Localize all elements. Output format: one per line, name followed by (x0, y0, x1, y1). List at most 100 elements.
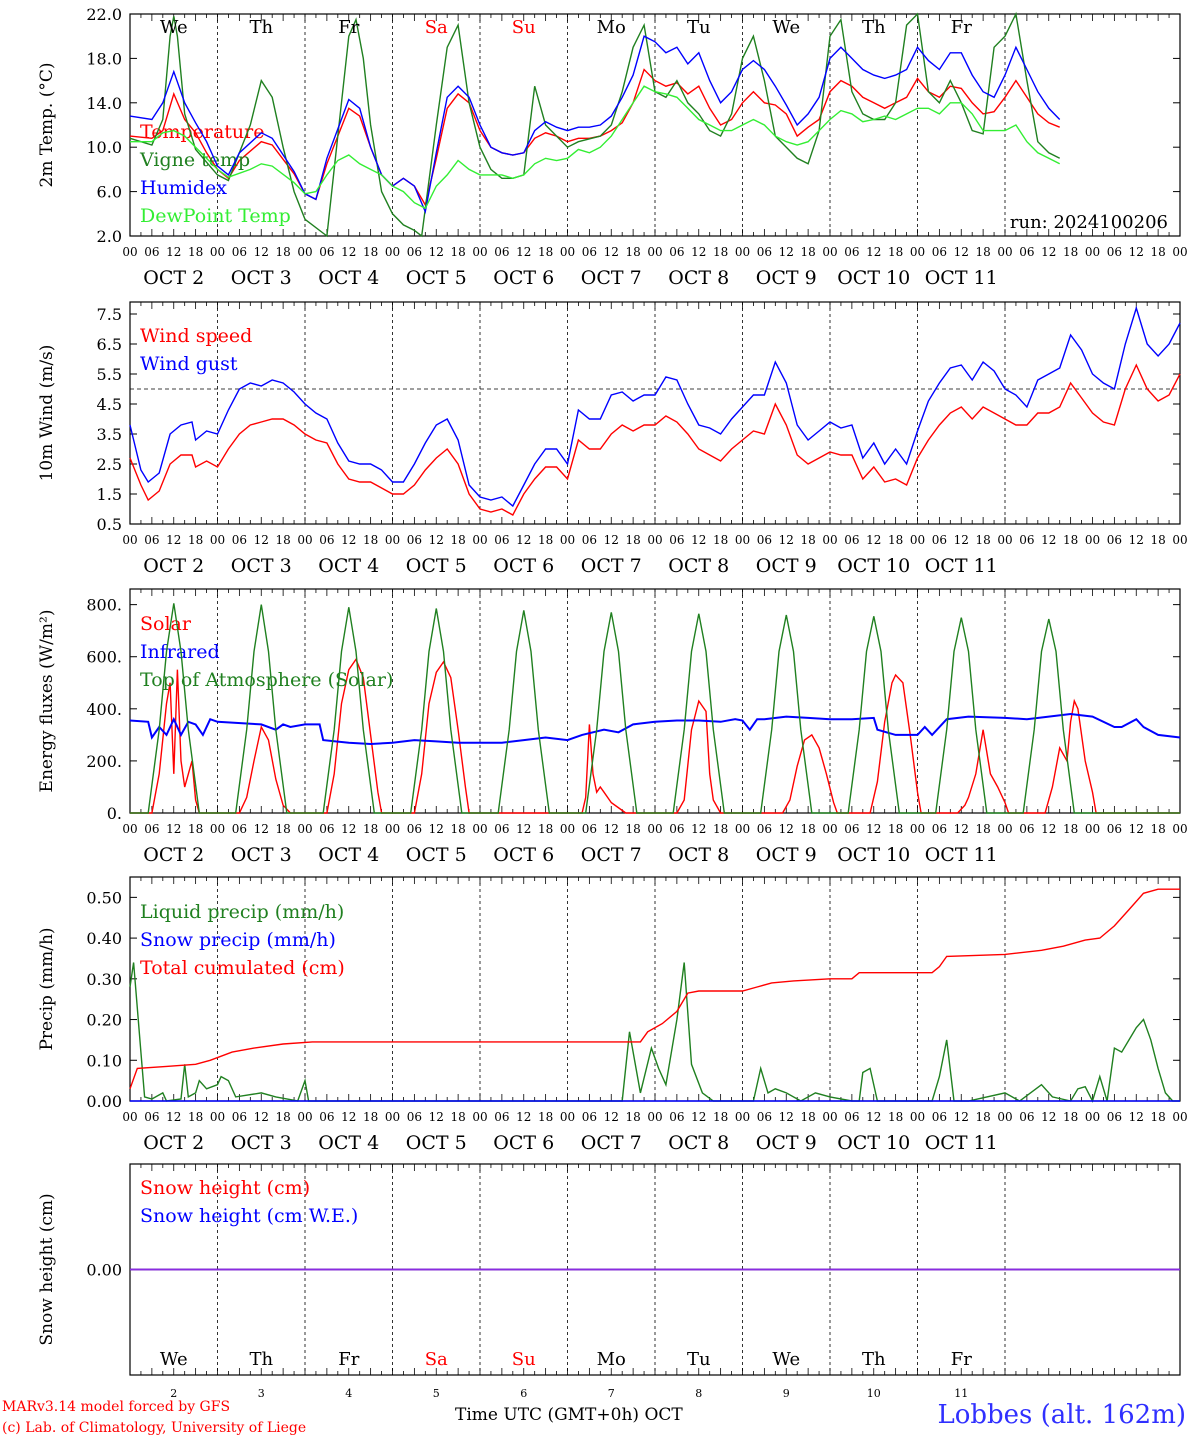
hour-label: 18 (625, 245, 640, 259)
hour-label: 06 (932, 822, 947, 836)
date-label: OCT 7 (581, 844, 642, 866)
hour-label: 06 (1107, 533, 1122, 547)
date-label: OCT 9 (756, 844, 817, 866)
hour-label: 12 (779, 822, 794, 836)
hour-label: 00 (910, 822, 925, 836)
y-tick-label: 0.00 (86, 1261, 122, 1280)
hour-label: 18 (713, 245, 728, 259)
y-tick-label: 0.20 (86, 1011, 122, 1030)
weekday-label: We (160, 1349, 188, 1370)
day-number: 9 (783, 1387, 790, 1400)
series-line-0 (130, 657, 1180, 814)
y-tick-label: 14.0 (86, 94, 122, 113)
hour-label: 12 (604, 245, 619, 259)
legend-entry: Humidex (140, 177, 227, 199)
hour-label: 18 (450, 533, 465, 547)
date-label: OCT 6 (493, 844, 554, 866)
hour-label: 06 (1019, 533, 1034, 547)
hour-label: 00 (472, 533, 487, 547)
hour-label: 00 (1172, 1110, 1187, 1124)
hour-label: 18 (625, 822, 640, 836)
hour-label: 00 (210, 1110, 225, 1124)
station-name: Lobbes (alt. 162m) (937, 1400, 1186, 1430)
date-label: OCT 6 (493, 1132, 554, 1154)
hour-label: 18 (1063, 245, 1078, 259)
hour-label: 12 (1041, 245, 1056, 259)
weekday-label: Fr (951, 1349, 972, 1370)
hour-label: 12 (516, 1110, 531, 1124)
hour-label: 06 (319, 533, 334, 547)
hour-label: 06 (669, 822, 684, 836)
hour-label: 00 (1085, 533, 1100, 547)
date-label: OCT 2 (143, 267, 204, 289)
series-line-1 (129, 305, 1181, 508)
hour-label: 12 (1129, 822, 1144, 836)
hour-label: 18 (713, 1110, 728, 1124)
hour-label: 00 (735, 822, 750, 836)
date-label: OCT 5 (406, 844, 467, 866)
day-number: 2 (170, 1387, 177, 1400)
hour-label: 12 (1129, 533, 1144, 547)
hour-label: 00 (647, 533, 662, 547)
date-label: OCT 3 (231, 555, 292, 577)
legend-entry: Total cumulated (cm) (140, 957, 345, 979)
hour-label: 00 (385, 822, 400, 836)
hour-label: 06 (757, 533, 772, 547)
hour-label: 00 (297, 822, 312, 836)
hour-label: 06 (757, 245, 772, 259)
date-label: OCT 2 (143, 555, 204, 577)
hour-label: 12 (954, 533, 969, 547)
hour-label: 06 (232, 1110, 247, 1124)
hour-label: 00 (385, 245, 400, 259)
panel-frame (129, 588, 1181, 814)
hour-label: 12 (604, 822, 619, 836)
hour-label: 00 (822, 822, 837, 836)
hour-label: 00 (997, 822, 1012, 836)
hour-label: 18 (625, 533, 640, 547)
hour-label: 00 (1085, 245, 1100, 259)
hour-label: 06 (582, 245, 597, 259)
hour-label: 06 (1107, 1110, 1122, 1124)
y-axis-label: 2m Temp. (°C) (37, 62, 57, 187)
hour-label: 06 (757, 1110, 772, 1124)
hour-label: 12 (604, 533, 619, 547)
hour-label: 18 (275, 533, 290, 547)
legend-entry: Temperature (140, 121, 264, 143)
hour-label: 06 (319, 1110, 334, 1124)
day-number: 7 (608, 1387, 615, 1400)
hour-label: 06 (582, 1110, 597, 1124)
weekday-label: Th (862, 17, 886, 38)
y-tick-label: 5.5 (97, 365, 122, 384)
hour-label: 18 (713, 533, 728, 547)
hour-label: 18 (1150, 822, 1165, 836)
hour-label: 06 (407, 1110, 422, 1124)
date-label: OCT 3 (231, 844, 292, 866)
hour-label: 00 (210, 533, 225, 547)
hour-label: 06 (407, 822, 422, 836)
hour-label: 12 (779, 533, 794, 547)
hour-label: 00 (735, 1110, 750, 1124)
run-annotation: run: 2024100206 (1010, 212, 1168, 233)
hour-label: 00 (560, 822, 575, 836)
hour-label: 06 (844, 245, 859, 259)
hour-label: 00 (910, 245, 925, 259)
hour-label: 00 (910, 1110, 925, 1124)
hour-label: 12 (429, 533, 444, 547)
date-label: OCT 2 (143, 844, 204, 866)
hour-label: 12 (866, 822, 881, 836)
hour-label: 18 (538, 1110, 553, 1124)
hour-label: 00 (560, 245, 575, 259)
hour-label: 12 (1041, 822, 1056, 836)
hour-label: 12 (691, 533, 706, 547)
weekday-label: Sa (425, 17, 448, 38)
y-tick-label: 22.0 (86, 5, 122, 24)
hour-label: 18 (188, 822, 203, 836)
weekday-label: Th (862, 1349, 886, 1370)
weekday-label: We (772, 1349, 800, 1370)
date-label: OCT 9 (756, 555, 817, 577)
hour-label: 18 (975, 1110, 990, 1124)
hour-label: 12 (254, 822, 269, 836)
hour-label: 06 (319, 245, 334, 259)
hour-label: 18 (975, 533, 990, 547)
hour-label: 00 (122, 533, 137, 547)
